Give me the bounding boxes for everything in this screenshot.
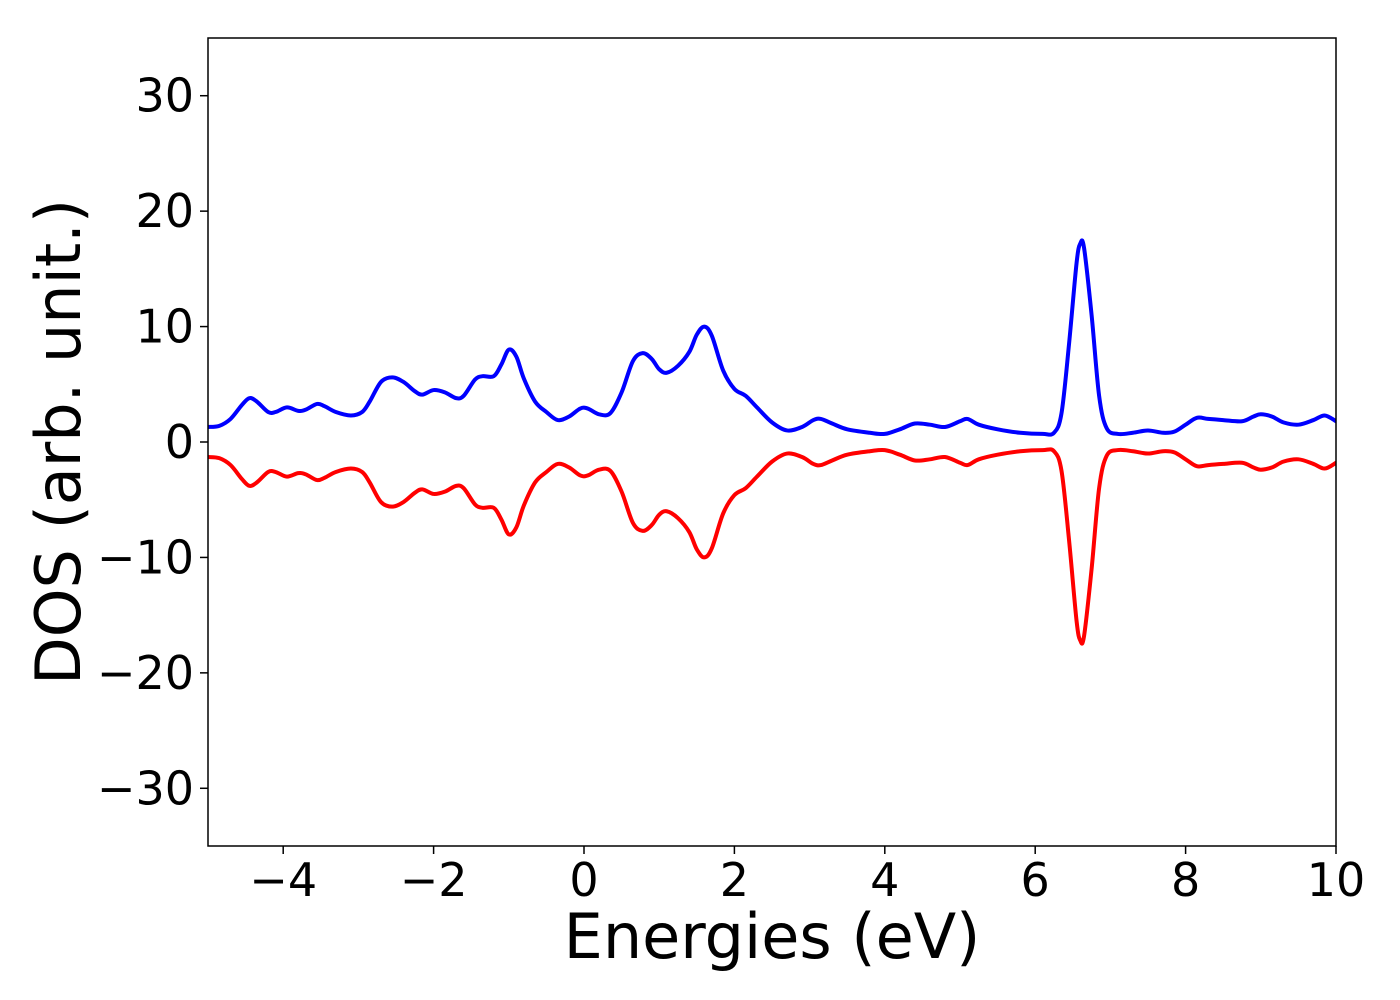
x-tick-label: 4 xyxy=(870,853,899,907)
series-line-negative xyxy=(208,447,1336,646)
x-tick-label: 0 xyxy=(569,853,598,907)
series-group xyxy=(208,238,1336,646)
x-tick-label: 2 xyxy=(720,853,749,907)
series-line-positive xyxy=(208,238,1336,437)
y-tick-label: 10 xyxy=(135,300,194,354)
y-tick-label: 0 xyxy=(165,415,194,469)
y-tick-label: −30 xyxy=(97,761,194,815)
y-tick-label: 30 xyxy=(135,69,194,123)
y-tick-label: 20 xyxy=(135,184,194,238)
x-tick-label: 8 xyxy=(1171,853,1200,907)
plot-frame xyxy=(207,37,1337,847)
x-axis-ticks: −4 −2 0 2 4 6 8 10 xyxy=(249,846,1365,907)
y-axis-label: DOS (arb. unit.) xyxy=(22,199,95,685)
x-tick-label: −2 xyxy=(400,853,468,907)
x-tick-label: 10 xyxy=(1307,853,1366,907)
x-tick-label: −4 xyxy=(249,853,317,907)
y-tick-label: −10 xyxy=(97,530,194,584)
x-tick-label: 6 xyxy=(1021,853,1050,907)
y-tick-label: −20 xyxy=(97,646,194,700)
x-axis-label: Energies (eV) xyxy=(564,900,981,973)
y-axis-ticks: −30 −20 −10 0 10 20 30 xyxy=(97,69,208,815)
